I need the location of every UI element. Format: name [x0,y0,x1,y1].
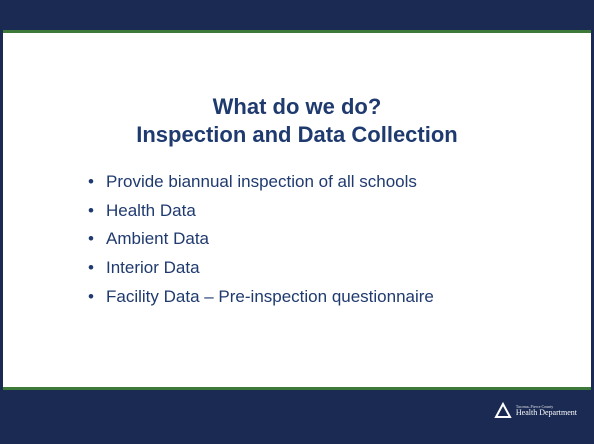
logo-line: Tacoma–Pierce County [515,404,554,409]
logo: Tacoma–Pierce County Health Department [493,402,577,420]
top-rule [3,30,591,33]
bullet: Facility Data – Pre-inspection questionn… [88,283,434,312]
bottom-rule [3,387,591,390]
bullet: Interior Data [88,254,434,283]
bottom-bar [3,390,591,444]
logo-text: Tacoma–Pierce County Health Department [516,405,577,417]
title-line: Inspection and Data Collection [136,122,458,147]
bullet-list: Provide biannual inspection of all schoo… [88,168,434,311]
logo-icon [494,402,512,418]
bullet: Provide biannual inspection of all schoo… [88,168,434,197]
bullet: Health Data [88,197,434,226]
slide-title: What do we do? Inspection and Data Colle… [3,93,591,149]
top-bar [3,0,591,30]
title-line: What do we do? [212,94,382,119]
logo-line: Health Department [515,408,577,417]
bullet: Ambient Data [88,225,434,254]
